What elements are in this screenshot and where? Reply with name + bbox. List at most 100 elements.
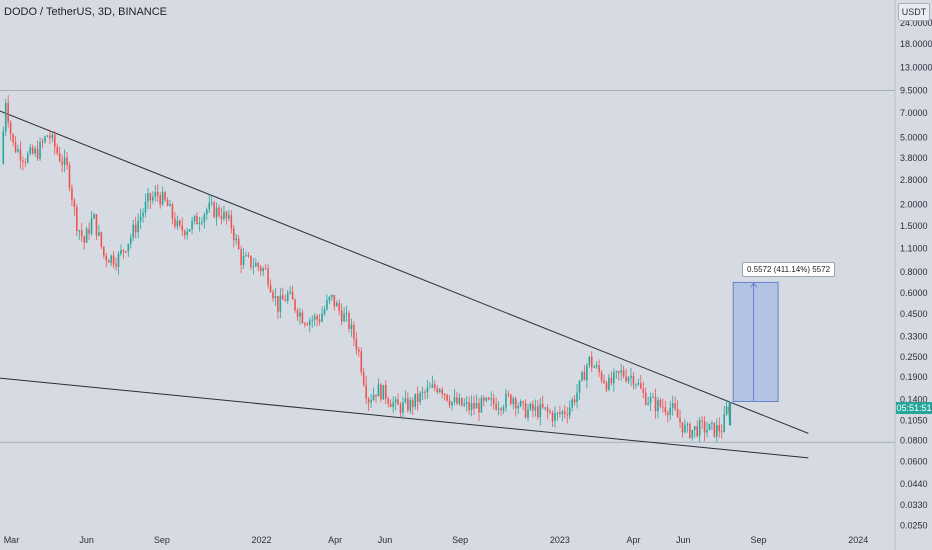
candle-body [411,400,414,407]
candle-body [198,223,201,225]
candle-body [713,422,716,437]
candle-body [549,411,551,413]
candle-body [669,407,672,415]
candle-body [338,303,341,311]
candle-body [80,230,83,237]
candle-body [355,339,358,350]
x-tick-label: Jun [676,535,691,545]
candle-body [375,394,377,397]
candle-body [409,400,412,411]
candle-body [333,295,336,307]
candle-body [480,397,483,413]
candle-body [421,391,424,393]
candle-body [657,400,659,412]
candle-body [519,401,522,407]
candle-body [478,403,480,413]
upper-trendline[interactable] [0,104,809,434]
candle-body [237,238,240,250]
candle-body [235,238,238,241]
x-tick-label: Apr [626,535,640,545]
candle-body [416,393,419,402]
candle-body [534,406,537,411]
candle-body [578,380,581,393]
candle-body [424,391,426,393]
candle-body [348,312,350,330]
candle-body [696,426,699,436]
currency-unit-button[interactable]: USDT [898,3,930,21]
candle-body [671,403,674,408]
candle-body [647,402,649,405]
candle-body [497,408,500,410]
y-tick-label: 0.0250 [900,520,928,530]
candle-body [507,393,510,395]
candle-body [662,406,664,408]
measure-range-box[interactable] [732,281,779,402]
x-tick-label: Sep [750,535,766,545]
candle-body [105,255,108,261]
candle-body [306,324,309,326]
candle-body [152,196,154,201]
candle-body [95,214,98,236]
candle-body [370,400,372,403]
candle-body [708,423,711,431]
candle-body [19,149,22,161]
candle-body [436,388,439,393]
candle-body [14,142,17,152]
candle-body [88,228,90,234]
candle-body [664,407,667,413]
y-tick-label: 0.1900 [900,372,928,382]
candle-body [644,392,647,405]
candle-body [331,295,333,298]
lower-trendline[interactable] [0,377,809,459]
candle-body [83,236,85,243]
candle-body [228,215,230,219]
y-tick-label: 0.8000 [900,267,928,277]
candle-body [608,377,610,390]
candle-body [465,402,468,404]
candle-body [343,313,345,322]
candle-body [546,407,549,412]
candle-body [595,365,598,367]
candle-body [689,424,691,438]
candle-body [100,232,103,247]
candle-body [169,204,171,207]
candle-body [551,412,554,422]
candle-body [537,406,539,418]
candle-body [144,201,147,213]
candle-body [129,237,132,244]
candle-body [12,133,14,143]
candle-body [208,202,211,210]
candle-body [529,403,532,410]
candle-body [137,221,139,233]
candle-body [7,102,9,123]
candle-body [39,141,41,159]
candle-body [259,267,262,272]
candle-body [652,396,654,398]
candle-body [93,214,95,219]
candle-body [443,393,446,395]
y-tick-label: 0.2500 [900,352,928,362]
candle-body [642,388,645,393]
candle-body [112,255,115,265]
candle-body [630,375,632,378]
x-tick-label: 2023 [550,535,570,545]
candle-body [117,253,120,267]
candle-body [716,425,718,437]
candle-body [723,414,725,432]
candle-body [191,221,193,230]
candle-body [718,425,721,432]
candle-body [161,192,164,205]
candle-body [171,204,174,219]
candle-body [581,372,583,381]
candle-body [456,397,458,404]
candle-body [316,316,318,320]
y-tick-label: 0.0330 [900,500,928,510]
measure-tool-label[interactable]: 0.5572 (411.14%) 5572 [742,262,836,277]
candle-body [522,401,524,404]
candle-body [539,403,542,418]
candle-body [635,384,637,386]
candle-body [649,397,652,403]
candle-body [632,375,635,385]
candle-body [654,396,657,412]
candle-body [603,380,605,383]
